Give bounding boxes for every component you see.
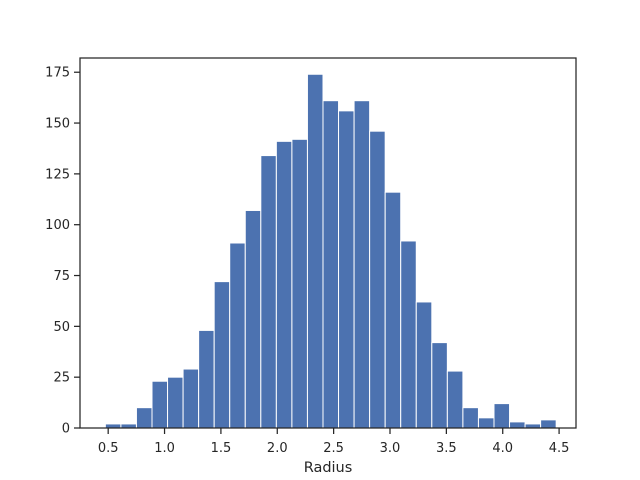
histogram-bar bbox=[415, 301, 433, 429]
histogram-bar bbox=[353, 100, 371, 429]
histogram-bar bbox=[384, 191, 402, 429]
histogram-bar bbox=[446, 370, 464, 429]
histogram-bar bbox=[244, 209, 262, 429]
x-tick-label: 0.5 bbox=[98, 441, 119, 456]
bars-group bbox=[104, 73, 557, 429]
x-tick-label: 1.5 bbox=[211, 441, 232, 456]
histogram-bar bbox=[509, 421, 526, 429]
y-tick-label: 150 bbox=[45, 117, 70, 132]
histogram-bar bbox=[462, 407, 479, 429]
x-tick-label: 2.5 bbox=[323, 441, 344, 456]
histogram-bar bbox=[167, 376, 184, 429]
x-tick-label: 4.0 bbox=[492, 441, 513, 456]
y-tick-label: 75 bbox=[53, 269, 70, 284]
histogram-bar bbox=[400, 240, 417, 429]
histogram-bar bbox=[493, 403, 511, 429]
histogram-bar bbox=[477, 417, 495, 429]
histogram-bar bbox=[369, 130, 386, 429]
histogram-bar bbox=[182, 368, 200, 429]
x-tick-label: 3.0 bbox=[380, 441, 401, 456]
histogram-bar bbox=[291, 138, 308, 429]
x-axis-ticks: 0.5 1.0 1.5 2.0 2.5 3.0 3.5 4.0 4.5 bbox=[98, 428, 570, 456]
histogram-bar bbox=[151, 380, 169, 429]
histogram-bar bbox=[431, 342, 448, 429]
x-axis-label: Radius bbox=[304, 460, 353, 476]
histogram-bar bbox=[260, 155, 277, 429]
y-tick-label: 125 bbox=[45, 167, 70, 182]
histogram-bar bbox=[135, 407, 153, 429]
y-tick-label: 25 bbox=[53, 371, 70, 386]
x-tick-label: 1.0 bbox=[154, 441, 175, 456]
y-axis-ticks: 0 25 50 75 100 125 150 175 bbox=[45, 66, 80, 437]
histogram-bar bbox=[540, 419, 557, 429]
x-tick-label: 2.0 bbox=[267, 441, 288, 456]
histogram-bar bbox=[306, 73, 324, 429]
y-tick-label: 50 bbox=[53, 320, 70, 335]
histogram-bar bbox=[322, 100, 340, 429]
y-tick-label: 175 bbox=[45, 66, 70, 81]
y-tick-label: 100 bbox=[45, 218, 70, 233]
histogram-bar bbox=[213, 281, 231, 429]
y-tick-label: 0 bbox=[62, 422, 70, 437]
histogram-bar bbox=[229, 242, 246, 429]
histogram-bar bbox=[198, 329, 215, 429]
plot-frame bbox=[79, 57, 577, 429]
histogram-bar bbox=[338, 110, 355, 429]
x-tick-label: 3.5 bbox=[436, 441, 457, 456]
histogram-bar bbox=[275, 140, 293, 429]
x-tick-label: 4.5 bbox=[549, 441, 570, 456]
